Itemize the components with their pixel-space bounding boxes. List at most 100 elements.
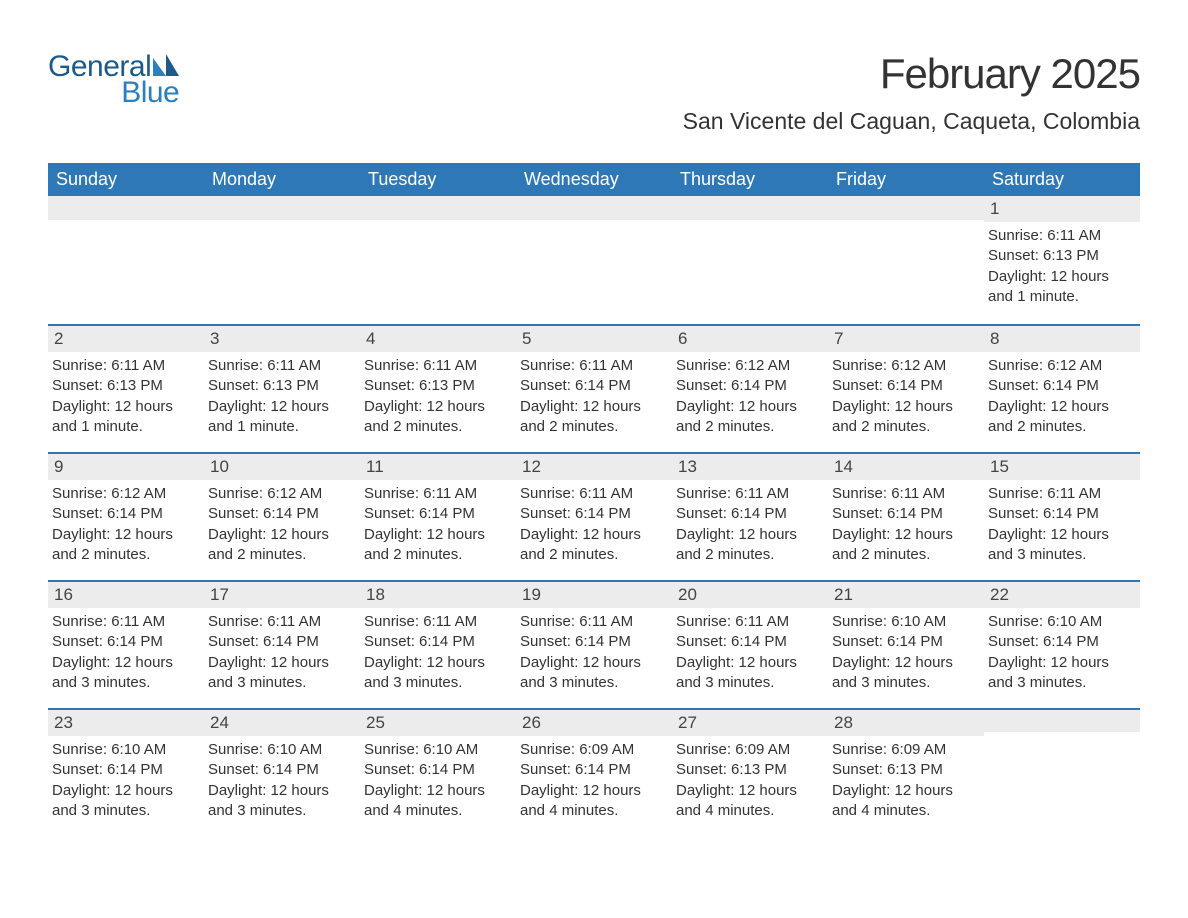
sunrise-text: Sunrise: 6:11 AM xyxy=(676,484,822,504)
sunrise-text: Sunrise: 6:10 AM xyxy=(832,612,978,632)
calendar-cell: 25Sunrise: 6:10 AMSunset: 6:14 PMDayligh… xyxy=(360,708,516,836)
day-number xyxy=(48,196,204,220)
day-number xyxy=(984,708,1140,732)
day-details: Sunrise: 6:11 AMSunset: 6:14 PMDaylight:… xyxy=(516,352,672,443)
day-details: Sunrise: 6:10 AMSunset: 6:14 PMDaylight:… xyxy=(828,608,984,699)
sunrise-text: Sunrise: 6:09 AM xyxy=(520,740,666,760)
sunrise-text: Sunrise: 6:10 AM xyxy=(52,740,198,760)
day-number: 27 xyxy=(672,708,828,736)
daylight-text: Daylight: 12 hours and 4 minutes. xyxy=(676,781,822,822)
day-details: Sunrise: 6:11 AMSunset: 6:14 PMDaylight:… xyxy=(516,608,672,699)
sunrise-text: Sunrise: 6:11 AM xyxy=(988,226,1134,246)
daylight-text: Daylight: 12 hours and 3 minutes. xyxy=(988,525,1134,566)
sunset-text: Sunset: 6:14 PM xyxy=(988,504,1134,524)
day-number: 9 xyxy=(48,452,204,480)
day-number: 4 xyxy=(360,324,516,352)
sunset-text: Sunset: 6:13 PM xyxy=(364,376,510,396)
calendar-cell: 4Sunrise: 6:11 AMSunset: 6:13 PMDaylight… xyxy=(360,324,516,452)
calendar-cell: 16Sunrise: 6:11 AMSunset: 6:14 PMDayligh… xyxy=(48,580,204,708)
calendar-cell: 19Sunrise: 6:11 AMSunset: 6:14 PMDayligh… xyxy=(516,580,672,708)
sunrise-text: Sunrise: 6:11 AM xyxy=(208,612,354,632)
location-subtitle: San Vicente del Caguan, Caqueta, Colombi… xyxy=(683,108,1140,135)
day-number xyxy=(516,196,672,220)
calendar-cell xyxy=(516,196,672,324)
daylight-text: Daylight: 12 hours and 2 minutes. xyxy=(520,397,666,438)
daylight-text: Daylight: 12 hours and 3 minutes. xyxy=(988,653,1134,694)
calendar-cell: 14Sunrise: 6:11 AMSunset: 6:14 PMDayligh… xyxy=(828,452,984,580)
sunset-text: Sunset: 6:13 PM xyxy=(988,246,1134,266)
calendar-cell: 12Sunrise: 6:11 AMSunset: 6:14 PMDayligh… xyxy=(516,452,672,580)
calendar-cell xyxy=(984,708,1140,836)
day-details: Sunrise: 6:10 AMSunset: 6:14 PMDaylight:… xyxy=(360,736,516,827)
sunrise-text: Sunrise: 6:11 AM xyxy=(832,484,978,504)
sunrise-text: Sunrise: 6:10 AM xyxy=(988,612,1134,632)
daylight-text: Daylight: 12 hours and 3 minutes. xyxy=(364,653,510,694)
daylight-text: Daylight: 12 hours and 2 minutes. xyxy=(520,525,666,566)
day-number: 2 xyxy=(48,324,204,352)
sunrise-text: Sunrise: 6:10 AM xyxy=(364,740,510,760)
day-details: Sunrise: 6:12 AMSunset: 6:14 PMDaylight:… xyxy=(828,352,984,443)
sunrise-text: Sunrise: 6:11 AM xyxy=(364,612,510,632)
calendar-cell: 10Sunrise: 6:12 AMSunset: 6:14 PMDayligh… xyxy=(204,452,360,580)
daylight-text: Daylight: 12 hours and 3 minutes. xyxy=(52,781,198,822)
calendar-cell: 3Sunrise: 6:11 AMSunset: 6:13 PMDaylight… xyxy=(204,324,360,452)
calendar-week: 16Sunrise: 6:11 AMSunset: 6:14 PMDayligh… xyxy=(48,580,1140,708)
calendar-cell xyxy=(204,196,360,324)
day-details: Sunrise: 6:11 AMSunset: 6:14 PMDaylight:… xyxy=(672,608,828,699)
calendar-cell: 28Sunrise: 6:09 AMSunset: 6:13 PMDayligh… xyxy=(828,708,984,836)
daylight-text: Daylight: 12 hours and 2 minutes. xyxy=(988,397,1134,438)
sunrise-text: Sunrise: 6:09 AM xyxy=(832,740,978,760)
daylight-text: Daylight: 12 hours and 3 minutes. xyxy=(676,653,822,694)
sunset-text: Sunset: 6:14 PM xyxy=(988,376,1134,396)
day-details: Sunrise: 6:11 AMSunset: 6:14 PMDaylight:… xyxy=(672,480,828,571)
day-number: 16 xyxy=(48,580,204,608)
sunset-text: Sunset: 6:14 PM xyxy=(364,504,510,524)
daylight-text: Daylight: 12 hours and 1 minute. xyxy=(988,267,1134,308)
day-number: 7 xyxy=(828,324,984,352)
day-number: 23 xyxy=(48,708,204,736)
daylight-text: Daylight: 12 hours and 2 minutes. xyxy=(52,525,198,566)
daylight-text: Daylight: 12 hours and 3 minutes. xyxy=(208,781,354,822)
day-details: Sunrise: 6:12 AMSunset: 6:14 PMDaylight:… xyxy=(204,480,360,571)
day-number: 25 xyxy=(360,708,516,736)
day-details: Sunrise: 6:10 AMSunset: 6:14 PMDaylight:… xyxy=(204,736,360,827)
sunset-text: Sunset: 6:14 PM xyxy=(520,760,666,780)
sunrise-text: Sunrise: 6:11 AM xyxy=(52,612,198,632)
day-details: Sunrise: 6:10 AMSunset: 6:14 PMDaylight:… xyxy=(984,608,1140,699)
day-details: Sunrise: 6:11 AMSunset: 6:14 PMDaylight:… xyxy=(48,608,204,699)
calendar-body: 1Sunrise: 6:11 AMSunset: 6:13 PMDaylight… xyxy=(48,196,1140,836)
day-number: 6 xyxy=(672,324,828,352)
calendar-table: SundayMondayTuesdayWednesdayThursdayFrid… xyxy=(48,163,1140,836)
day-details: Sunrise: 6:11 AMSunset: 6:14 PMDaylight:… xyxy=(984,480,1140,571)
calendar-cell: 15Sunrise: 6:11 AMSunset: 6:14 PMDayligh… xyxy=(984,452,1140,580)
sunrise-text: Sunrise: 6:12 AM xyxy=(676,356,822,376)
sunset-text: Sunset: 6:14 PM xyxy=(520,632,666,652)
page-header: General Blue February 2025 San Vicente d… xyxy=(48,50,1140,135)
calendar-cell xyxy=(828,196,984,324)
sunset-text: Sunset: 6:14 PM xyxy=(52,504,198,524)
day-details: Sunrise: 6:09 AMSunset: 6:13 PMDaylight:… xyxy=(672,736,828,827)
daylight-text: Daylight: 12 hours and 3 minutes. xyxy=(520,653,666,694)
sunset-text: Sunset: 6:14 PM xyxy=(676,376,822,396)
sunrise-text: Sunrise: 6:12 AM xyxy=(832,356,978,376)
daylight-text: Daylight: 12 hours and 3 minutes. xyxy=(208,653,354,694)
logo-text-blue: Blue xyxy=(121,76,179,109)
sunrise-text: Sunrise: 6:11 AM xyxy=(520,484,666,504)
day-number: 24 xyxy=(204,708,360,736)
sunrise-text: Sunrise: 6:10 AM xyxy=(208,740,354,760)
calendar-week: 1Sunrise: 6:11 AMSunset: 6:13 PMDaylight… xyxy=(48,196,1140,324)
calendar-cell xyxy=(48,196,204,324)
sunrise-text: Sunrise: 6:12 AM xyxy=(52,484,198,504)
calendar-week: 2Sunrise: 6:11 AMSunset: 6:13 PMDaylight… xyxy=(48,324,1140,452)
sunset-text: Sunset: 6:13 PM xyxy=(52,376,198,396)
sunset-text: Sunset: 6:14 PM xyxy=(364,632,510,652)
calendar-cell: 6Sunrise: 6:12 AMSunset: 6:14 PMDaylight… xyxy=(672,324,828,452)
title-block: February 2025 San Vicente del Caguan, Ca… xyxy=(683,50,1140,135)
daylight-text: Daylight: 12 hours and 2 minutes. xyxy=(364,525,510,566)
sunrise-text: Sunrise: 6:11 AM xyxy=(52,356,198,376)
weekday-header: Monday xyxy=(204,163,360,196)
day-details: Sunrise: 6:10 AMSunset: 6:14 PMDaylight:… xyxy=(48,736,204,827)
day-details: Sunrise: 6:12 AMSunset: 6:14 PMDaylight:… xyxy=(48,480,204,571)
daylight-text: Daylight: 12 hours and 2 minutes. xyxy=(364,397,510,438)
sunset-text: Sunset: 6:14 PM xyxy=(988,632,1134,652)
